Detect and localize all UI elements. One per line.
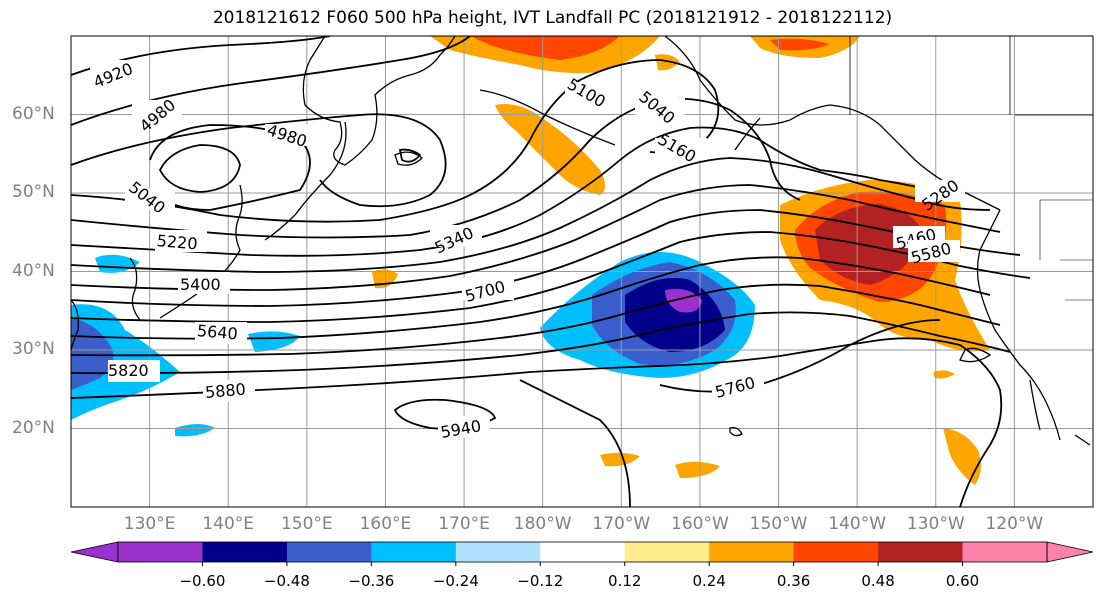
colorbar-tick-label: −0.12 (517, 572, 564, 590)
lat-tick-label: 30°N (12, 339, 55, 359)
colorbar-cell (793, 542, 879, 562)
colorbar-cell (962, 542, 1048, 562)
lon-tick-label: 140°W (828, 514, 887, 534)
contour-label: 5820 (108, 361, 149, 380)
lon-tick-label: 130°W (906, 514, 965, 534)
colorbar-tick-label: 0.48 (861, 572, 895, 590)
colorbar-cell (624, 542, 710, 562)
lon-tick-label: 170°E (438, 514, 490, 534)
lon-tick-label: 150°W (749, 514, 808, 534)
colorbar-cell (286, 542, 372, 562)
lon-tick-label: 160°E (359, 514, 412, 534)
contour-label: 5400 (180, 275, 221, 294)
colorbar-tick-label: −0.36 (348, 572, 395, 590)
colorbar-extend-min (70, 541, 119, 563)
lat-tick-label: 50°N (12, 182, 55, 202)
colorbar-tick-label: 0.12 (608, 572, 642, 590)
contour-label: 5220 (156, 231, 198, 253)
lon-tick-label: 120°W (985, 514, 1044, 534)
colorbar-cell (371, 542, 457, 562)
colorbar-extend-max (1046, 541, 1094, 563)
lon-tick-label: 140°E (202, 514, 255, 534)
colorbar-tick-label: −0.48 (263, 572, 310, 590)
lat-tick-label: 40°N (12, 260, 55, 281)
colorbar-tick-label: 0.24 (692, 572, 726, 590)
lon-tick-label: 170°W (592, 514, 651, 534)
colorbar-tick-label: −0.24 (432, 572, 479, 590)
colorbar-tick-label: −0.60 (179, 572, 226, 590)
contour-label: 5640 (196, 321, 238, 343)
contour-label: 5880 (204, 379, 246, 401)
contour-labels: 4920 4980 4980 5040 5100 5040 5160 5220 … (90, 59, 965, 442)
colorbar-cell (709, 542, 795, 562)
colorbar-cell (202, 542, 288, 562)
colorbar-cell (118, 542, 203, 562)
ivt-shading (71, 36, 990, 485)
lat-tick-label: 60°N (12, 103, 55, 124)
lon-tick-label: 160°W (671, 514, 729, 534)
colorbar-tick-label: 0.36 (776, 572, 811, 590)
colorbar-outline (117, 541, 1048, 563)
lat-tick-label: 20°N (12, 417, 55, 438)
colorbar-cell (455, 542, 541, 562)
map-title: 2018121612 F060 500 hPa height, IVT Land… (212, 8, 893, 28)
lon-tick-label: 150°E (280, 514, 333, 534)
colorbar-cell (540, 542, 626, 562)
colorbar-tick-label: 0.60 (945, 572, 980, 590)
colorbar-cell (878, 542, 964, 562)
lon-tick-label: 130°E (123, 514, 176, 534)
lon-tick-label: 180°W (513, 514, 572, 534)
